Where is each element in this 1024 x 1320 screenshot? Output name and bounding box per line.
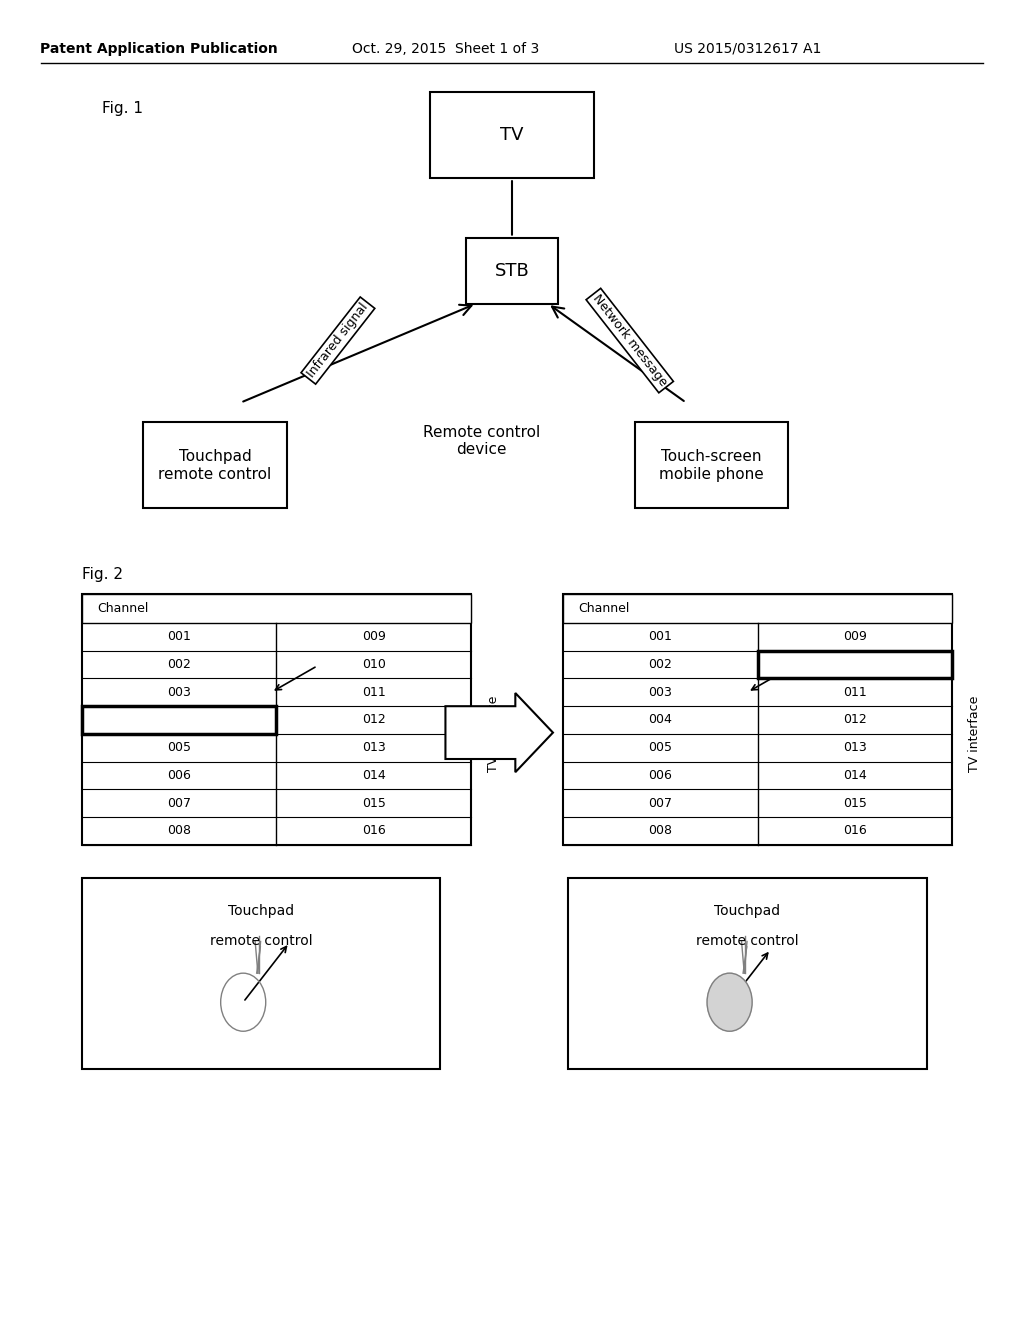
Text: Fig. 1: Fig. 1 (102, 100, 143, 116)
Text: Fig. 2: Fig. 2 (82, 566, 123, 582)
Text: 002: 002 (167, 657, 191, 671)
Text: 003: 003 (167, 685, 191, 698)
FancyBboxPatch shape (758, 651, 952, 678)
FancyBboxPatch shape (143, 422, 287, 508)
Text: 014: 014 (843, 770, 867, 781)
FancyBboxPatch shape (430, 92, 594, 178)
FancyBboxPatch shape (563, 594, 952, 623)
Text: Network message: Network message (590, 292, 670, 389)
FancyBboxPatch shape (82, 594, 471, 845)
Text: 005: 005 (648, 742, 673, 754)
Text: 009: 009 (843, 630, 867, 643)
Text: 001: 001 (648, 630, 673, 643)
FancyArrow shape (445, 693, 553, 772)
Text: 007: 007 (648, 797, 673, 809)
Text: remote control: remote control (696, 935, 799, 948)
Text: 006: 006 (648, 770, 673, 781)
FancyBboxPatch shape (82, 594, 471, 623)
FancyBboxPatch shape (563, 594, 952, 845)
FancyBboxPatch shape (466, 238, 558, 304)
Text: 005: 005 (167, 742, 191, 754)
Text: 012: 012 (361, 713, 386, 726)
Text: remote control: remote control (210, 935, 312, 948)
Text: 013: 013 (843, 742, 867, 754)
FancyBboxPatch shape (82, 878, 440, 1069)
Text: Touchpad: Touchpad (228, 904, 294, 917)
Circle shape (707, 973, 752, 1031)
Text: Touch-screen
mobile phone: Touch-screen mobile phone (659, 449, 764, 482)
Text: Infrared signal: Infrared signal (305, 301, 371, 380)
Text: STB: STB (495, 261, 529, 280)
Text: US 2015/0312617 A1: US 2015/0312617 A1 (674, 42, 821, 55)
Text: Channel: Channel (579, 602, 630, 615)
Text: Channel: Channel (97, 602, 148, 615)
Text: 012: 012 (843, 713, 867, 726)
Text: 011: 011 (843, 685, 867, 698)
Text: TV interface: TV interface (969, 696, 981, 772)
Text: 004: 004 (648, 713, 673, 726)
Text: 016: 016 (843, 825, 867, 837)
Text: Patent Application Publication: Patent Application Publication (40, 42, 278, 55)
Text: 015: 015 (843, 797, 867, 809)
Text: 008: 008 (167, 825, 191, 837)
Text: 006: 006 (167, 770, 191, 781)
Text: 010: 010 (361, 657, 386, 671)
Text: 011: 011 (361, 685, 386, 698)
Text: Touchpad: Touchpad (715, 904, 780, 917)
FancyBboxPatch shape (568, 878, 927, 1069)
FancyBboxPatch shape (635, 422, 788, 508)
Text: 016: 016 (361, 825, 386, 837)
Text: 001: 001 (167, 630, 191, 643)
Text: 013: 013 (361, 742, 386, 754)
Text: TV: TV (501, 127, 523, 144)
Text: 009: 009 (361, 630, 386, 643)
Text: 003: 003 (648, 685, 673, 698)
Text: 010: 010 (843, 657, 867, 671)
Text: TV interface: TV interface (487, 696, 500, 772)
Text: 002: 002 (648, 657, 673, 671)
Text: 015: 015 (361, 797, 386, 809)
Text: 008: 008 (648, 825, 673, 837)
Text: Remote control
device: Remote control device (423, 425, 540, 457)
Text: Oct. 29, 2015  Sheet 1 of 3: Oct. 29, 2015 Sheet 1 of 3 (352, 42, 539, 55)
Text: 007: 007 (167, 797, 191, 809)
Text: 014: 014 (361, 770, 386, 781)
Text: Touchpad
remote control: Touchpad remote control (159, 449, 271, 482)
Text: 004: 004 (167, 713, 191, 726)
FancyBboxPatch shape (82, 706, 276, 734)
